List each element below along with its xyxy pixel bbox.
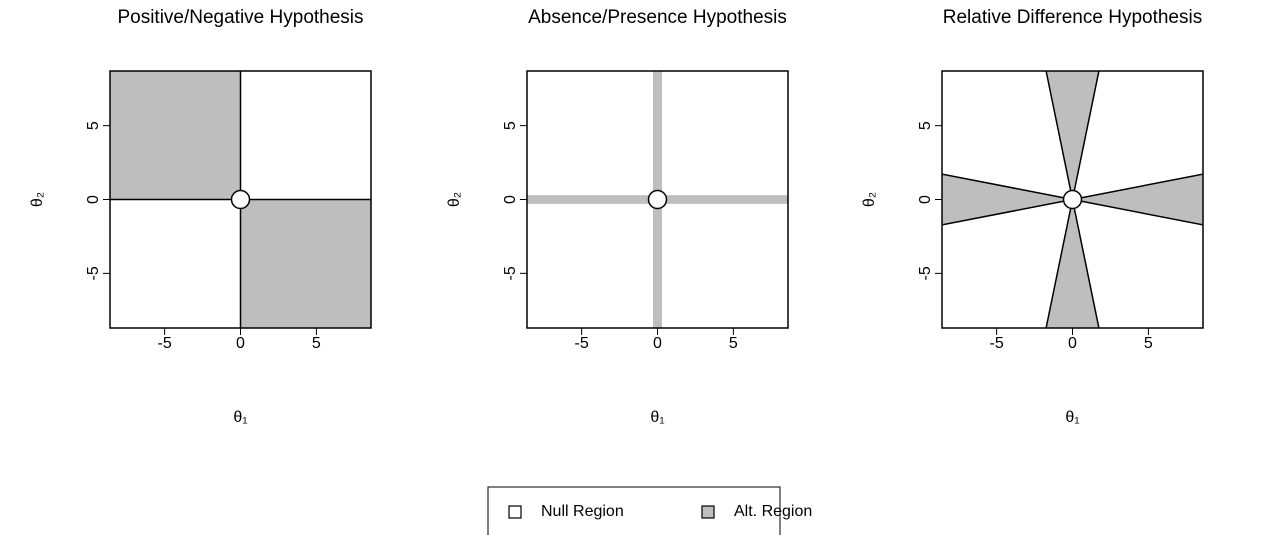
y-axis-label: θ₂ <box>446 192 463 207</box>
x-tick-label: 0 <box>653 335 662 352</box>
alt-region <box>1072 173 1203 226</box>
alt-region <box>1045 71 1100 200</box>
x-axis-label: θ₁ <box>233 409 247 426</box>
y-tick-label: 0 <box>85 195 102 204</box>
alt-region <box>942 173 1073 226</box>
x-tick-label: 5 <box>1144 335 1153 352</box>
x-tick-label: -5 <box>575 335 589 352</box>
x-tick-label: -5 <box>158 335 172 352</box>
y-tick-label: 5 <box>917 121 934 130</box>
null-point <box>230 189 251 210</box>
y-tick-label: -5 <box>502 266 519 280</box>
y-axis-label: θ₂ <box>861 192 878 207</box>
y-tick-label: 0 <box>917 195 934 204</box>
y-axis-label: θ₂ <box>29 192 46 207</box>
legend-label: Null Region <box>541 503 624 520</box>
legend-box <box>487 486 781 535</box>
x-tick-label: 0 <box>236 335 245 352</box>
y-tick-label: -5 <box>85 266 102 280</box>
x-tick-label: 0 <box>1068 335 1077 352</box>
x-tick-label: 5 <box>729 335 738 352</box>
y-tick-label: -5 <box>917 266 934 280</box>
legend-swatch <box>701 505 715 519</box>
plot-area <box>942 71 1203 328</box>
alt-region <box>1045 199 1100 328</box>
x-axis-label: θ₁ <box>1065 409 1079 426</box>
chart-title: Absence/Presence Hypothesis <box>528 7 787 28</box>
chart-title: Positive/Negative Hypothesis <box>117 7 363 28</box>
null-point <box>1062 189 1083 210</box>
x-tick-label: -5 <box>990 335 1004 352</box>
plot-area <box>110 71 371 328</box>
x-tick-label: 5 <box>312 335 321 352</box>
chart-title: Relative Difference Hypothesis <box>943 7 1202 28</box>
x-axis-label: θ₁ <box>650 409 664 426</box>
null-point <box>647 189 668 210</box>
legend-label: Alt. Region <box>734 503 812 520</box>
y-tick-label: 0 <box>502 195 519 204</box>
alt-region <box>110 71 242 201</box>
alt-region <box>239 198 371 328</box>
y-tick-label: 5 <box>85 121 102 130</box>
legend-swatch <box>508 505 522 519</box>
y-tick-label: 5 <box>502 121 519 130</box>
